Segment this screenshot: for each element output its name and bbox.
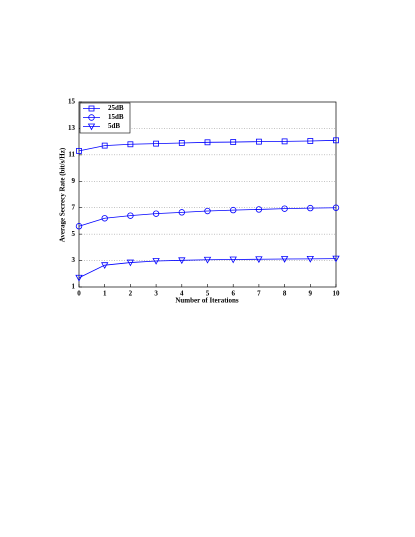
x-tick-label: 8 (283, 290, 287, 298)
series-line (78, 258, 337, 279)
marker (204, 207, 211, 215)
marker (307, 204, 314, 212)
series-line (78, 207, 337, 227)
marker (127, 212, 134, 219)
x-tick-label: 7 (257, 290, 261, 298)
x-tick-label: 1 (103, 290, 107, 298)
marker (101, 262, 109, 270)
x-tick-label: 9 (309, 290, 313, 298)
marker (178, 140, 185, 146)
y-tick-label: 9 (72, 177, 76, 185)
marker (281, 205, 288, 212)
legend-box (79, 102, 131, 134)
marker (75, 274, 83, 282)
marker (332, 255, 340, 263)
marker (307, 138, 314, 144)
x-tick-label: 10 (333, 290, 341, 298)
x-tick-label: 5 (206, 290, 210, 298)
plot-frame (78, 101, 337, 288)
marker (229, 256, 237, 264)
legend-label: 15dB (108, 113, 124, 121)
marker (178, 257, 186, 265)
marker (280, 256, 289, 263)
marker (127, 141, 134, 148)
marker (152, 258, 160, 265)
marker (230, 139, 237, 145)
marker (306, 255, 314, 263)
x-axis-label: Number of Iterations (175, 297, 239, 305)
marker (255, 138, 262, 145)
marker (101, 215, 108, 222)
marker (204, 139, 211, 146)
series-line (78, 139, 337, 152)
marker (255, 256, 263, 264)
y-axis-label: Average Secrecy Rate (bit/s/Hz) (59, 147, 67, 242)
y-tick-label: 15 (68, 98, 76, 106)
x-tick-label: 0 (77, 290, 81, 298)
marker (126, 259, 135, 267)
x-tick-label: 3 (154, 290, 158, 298)
marker (76, 147, 82, 154)
y-tick-label: 5 (72, 230, 76, 238)
marker (229, 206, 237, 214)
marker (203, 256, 212, 264)
marker (75, 223, 83, 230)
marker (87, 123, 96, 131)
marker (88, 114, 95, 121)
marker (152, 210, 160, 217)
marker (178, 209, 185, 216)
marker (332, 204, 340, 211)
y-tick-label: 13 (68, 124, 76, 132)
legend-label: 5dB (108, 122, 120, 130)
marker (88, 105, 95, 112)
y-tick-label: 11 (68, 150, 75, 158)
x-tick-label: 6 (231, 290, 235, 298)
y-tick-label: 3 (72, 256, 76, 264)
marker (333, 137, 339, 144)
marker (281, 138, 288, 145)
x-tick-label: 2 (129, 290, 133, 298)
marker (153, 140, 160, 147)
marker (101, 142, 108, 149)
marker (255, 206, 263, 213)
y-tick-label: 1 (72, 283, 76, 291)
legend-label: 25dB (108, 104, 124, 112)
x-tick-label: 4 (180, 290, 184, 298)
y-tick-label: 7 (72, 203, 76, 211)
